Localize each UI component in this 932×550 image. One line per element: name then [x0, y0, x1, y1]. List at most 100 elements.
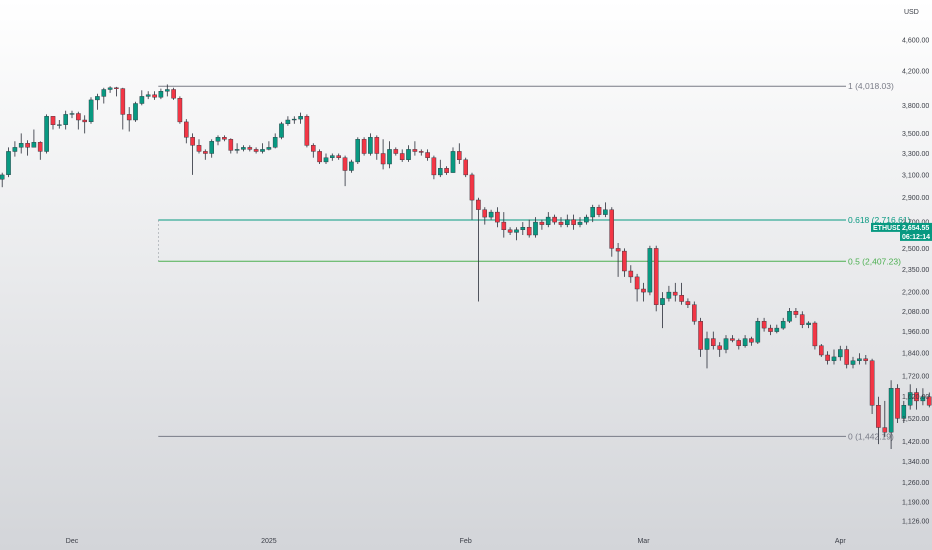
last-price-bg	[900, 222, 932, 241]
candle-body	[164, 89, 170, 92]
candle	[876, 396, 881, 445]
price-tick-label: 1,520.00	[902, 416, 929, 423]
candle	[18, 133, 24, 154]
candle	[920, 388, 926, 406]
candle-body	[266, 147, 272, 150]
candle	[838, 345, 843, 361]
candle-body	[349, 161, 354, 171]
candle-body	[241, 147, 246, 150]
candle	[406, 145, 411, 162]
price-tick-label: 1,720.00	[902, 374, 929, 381]
candle-body	[0, 174, 5, 180]
candle	[438, 159, 443, 178]
candle-body	[463, 159, 469, 176]
candle-body	[50, 116, 56, 126]
candle-body	[520, 226, 526, 230]
candle-body	[63, 114, 68, 125]
candle-body	[831, 356, 837, 361]
candle	[107, 86, 113, 93]
price-tick-label: 3,300.00	[902, 151, 929, 158]
candle	[114, 86, 119, 97]
candle	[545, 212, 551, 228]
candle-body	[6, 151, 11, 175]
candle	[793, 308, 799, 318]
price-tick-label: 2,200.00	[902, 290, 929, 297]
time-tick-label: Dec	[66, 538, 79, 545]
price-tick-label: 3,100.00	[902, 172, 929, 179]
candle	[863, 355, 868, 365]
candle-body	[272, 137, 278, 148]
candle-body	[825, 354, 830, 361]
candle-body	[387, 149, 392, 165]
candle	[717, 342, 722, 357]
candle	[914, 388, 919, 410]
candle-body	[844, 349, 849, 365]
candle	[349, 159, 354, 173]
candle-body	[539, 221, 545, 225]
candle	[628, 265, 634, 283]
candle	[761, 317, 767, 332]
candle-body	[666, 291, 672, 299]
candle-body	[641, 288, 646, 293]
candle	[6, 147, 11, 178]
fib-retracement-layer[interactable]: 1 (4,018.03) 0.618 (2,716.61) 0.5 (2,407.2…	[158, 81, 911, 441]
price-tick-label: 1,190.00	[902, 500, 929, 507]
candle-body	[761, 321, 767, 329]
candle	[514, 227, 519, 241]
candle-body	[514, 229, 519, 233]
candle	[539, 219, 545, 230]
candle-body	[869, 360, 875, 406]
candle-body	[253, 149, 259, 152]
last-price-value: 2,654.55	[902, 225, 929, 232]
candle-body	[469, 174, 475, 201]
price-axis[interactable]: USD 4,600.00 4,200.00 3,800.00 3,500.00 3,30…	[902, 9, 929, 526]
candle-body	[82, 119, 87, 123]
price-tick-label: 4,200.00	[902, 69, 929, 76]
candle-body	[412, 149, 418, 152]
price-tick-label: 2,900.00	[902, 195, 929, 202]
candle	[552, 214, 557, 225]
candle	[145, 91, 151, 100]
candle	[679, 282, 684, 305]
candle	[279, 121, 284, 140]
price-tick-label: 2,500.00	[902, 246, 929, 253]
candle	[501, 212, 507, 238]
candle	[139, 90, 145, 106]
candle-body	[120, 88, 126, 115]
candle	[88, 97, 94, 124]
candle	[774, 324, 780, 334]
candle	[31, 129, 37, 148]
candle-body	[139, 96, 145, 104]
candle-body	[914, 392, 919, 402]
countdown-timer: 06:12:14	[902, 234, 930, 241]
fib-level-label: 0.5 (2,407.23)	[848, 256, 901, 266]
fib-level-label: 0.618 (2,716.61)	[848, 215, 911, 225]
candle-body	[361, 139, 367, 154]
candle-body	[133, 103, 138, 121]
candle	[476, 197, 481, 302]
candle	[387, 141, 392, 169]
candle-body	[171, 89, 176, 99]
candle-body	[774, 327, 780, 332]
time-axis[interactable]: Dec2025FebMarAprMayJunJulAug	[66, 538, 932, 545]
candle-body	[628, 270, 634, 278]
candle	[457, 143, 462, 164]
candle-body	[406, 149, 411, 160]
candle-body	[317, 151, 322, 163]
candle-body	[399, 153, 405, 161]
candle-body	[18, 143, 24, 148]
candle-body	[457, 151, 462, 160]
candle-body	[571, 219, 576, 225]
candle	[57, 120, 62, 129]
fib-level-label: 0 (1,442.19)	[848, 431, 894, 441]
candle-body	[393, 149, 399, 154]
candle	[95, 93, 100, 110]
candle-body	[228, 139, 234, 151]
candle-body	[634, 276, 640, 290]
candle	[361, 137, 367, 156]
candle	[603, 202, 608, 218]
symbol-badge-bg	[871, 222, 900, 232]
